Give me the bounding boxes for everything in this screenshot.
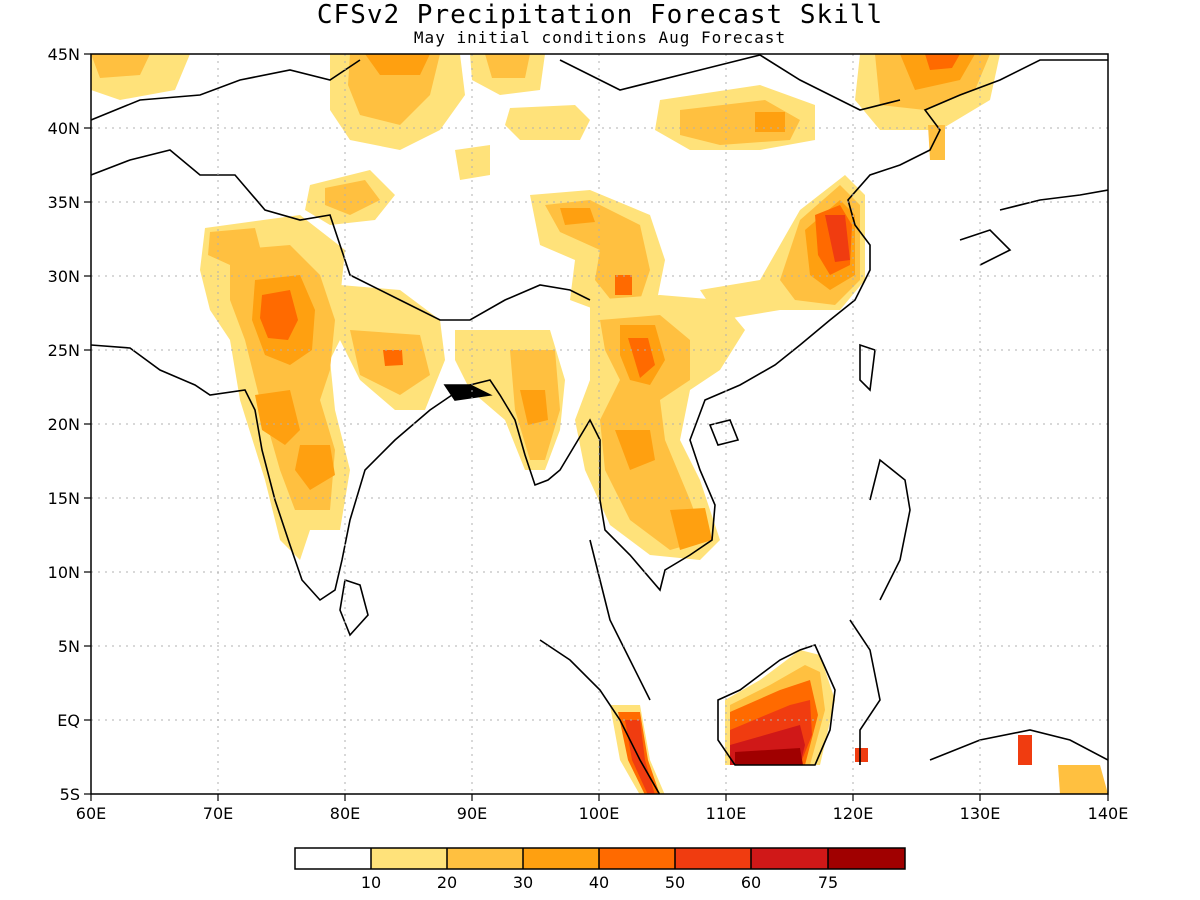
skill-region-mongolia-30 <box>365 54 430 75</box>
colorbar-swatch <box>751 848 828 869</box>
skill-region-myanmar-30 <box>520 390 548 425</box>
skill-region-kazakh-20 <box>91 54 150 78</box>
skill-region-tibet-mid <box>455 145 490 180</box>
lat-tick-label: 5S <box>60 785 80 804</box>
lat-tick-label: 20N <box>48 415 80 434</box>
lat-tick-label: 35N <box>48 193 80 212</box>
skill-region-east-china-50 <box>825 215 850 262</box>
colorbar-label: 50 <box>665 873 685 892</box>
skill-region-west-india-30 <box>255 390 300 445</box>
skill-region-west-pakistan <box>208 228 262 265</box>
map-subtitle: May initial conditions Aug Forecast <box>413 28 787 47</box>
colorbar-label: 10 <box>361 873 381 892</box>
lat-tick-label: 15N <box>48 489 80 508</box>
lon-tick-label: 100E <box>579 804 620 823</box>
lon-tick-label: 110E <box>706 804 747 823</box>
colorbar-label: 60 <box>741 873 761 892</box>
skill-region-central-india-30 <box>295 445 335 490</box>
skill-region-central-china-30 <box>560 208 595 225</box>
lon-tick-label: 120E <box>833 804 874 823</box>
lat-tick-label: 5N <box>58 637 80 656</box>
lon-tick-label: 90E <box>457 804 487 823</box>
colorbar-swatch <box>599 848 675 869</box>
latitude-labels: 45N 40N 35N 30N 25N 20N 15N 10N 5N EQ 5S <box>48 45 80 804</box>
skill-region-mongolia-mid <box>505 105 590 140</box>
skill-region-korea <box>928 125 945 160</box>
skill-region-north-central-20 <box>485 54 530 78</box>
colorbar-swatch <box>675 848 751 869</box>
skill-region-sumatra-50 <box>625 720 655 794</box>
skill-region-south-china-20 <box>600 315 705 550</box>
lon-tick-label: 130E <box>960 804 1001 823</box>
skill-region-cambodia-30 <box>670 508 712 550</box>
colorbar-swatch <box>447 848 523 869</box>
lon-tick-label: 70E <box>203 804 233 823</box>
skill-region-new-guinea-east <box>1058 765 1108 794</box>
colorbar-swatch <box>371 848 447 869</box>
skill-region-south-china-40 <box>628 338 655 378</box>
skill-region-manchuria-30 <box>900 54 975 90</box>
skill-region-inner-mongolia-20 <box>680 100 800 145</box>
lat-tick-label: 25N <box>48 341 80 360</box>
skill-region-sulawesi <box>855 748 868 762</box>
map-title: CFSv2 Precipitation Forecast Skill <box>316 0 884 30</box>
lat-tick-label: 10N <box>48 563 80 582</box>
axis-ticks <box>84 53 1109 801</box>
skill-region-new-guinea <box>1018 735 1032 765</box>
colorbar-label: 30 <box>513 873 533 892</box>
graticule <box>91 54 1108 794</box>
colorbar-swatch <box>828 848 905 869</box>
lat-tick-label: 30N <box>48 267 80 286</box>
skill-region-manchuria-40 <box>925 54 960 70</box>
skill-region-borneo-75 <box>735 748 803 765</box>
longitude-labels: 60E 70E 80E 90E 100E 110E 120E 130E 140E <box>76 804 1129 823</box>
skill-region-north-india-40 <box>260 290 298 340</box>
colorbar: 10 20 30 40 50 60 75 <box>294 847 906 892</box>
colorbar-label: 20 <box>437 873 457 892</box>
skill-shading <box>91 54 1108 794</box>
colorbar-swatch <box>523 848 599 869</box>
lon-tick-label: 140E <box>1088 804 1129 823</box>
colorbar-swatch <box>295 848 371 869</box>
skill-region-gangetic-40 <box>383 350 403 366</box>
lat-tick-label: EQ <box>57 711 80 730</box>
skill-region-inner-mongolia-30 <box>755 112 785 132</box>
skill-region-central-china-40 <box>615 275 632 295</box>
colorbar-label: 75 <box>818 873 838 892</box>
colorbar-label: 40 <box>589 873 609 892</box>
lon-tick-label: 80E <box>330 804 360 823</box>
skill-region-tibet-west-20 <box>325 180 380 215</box>
skill-region-laos-30 <box>615 430 655 470</box>
lon-tick-label: 60E <box>76 804 106 823</box>
lat-tick-label: 45N <box>48 45 80 64</box>
lat-tick-label: 40N <box>48 119 80 138</box>
